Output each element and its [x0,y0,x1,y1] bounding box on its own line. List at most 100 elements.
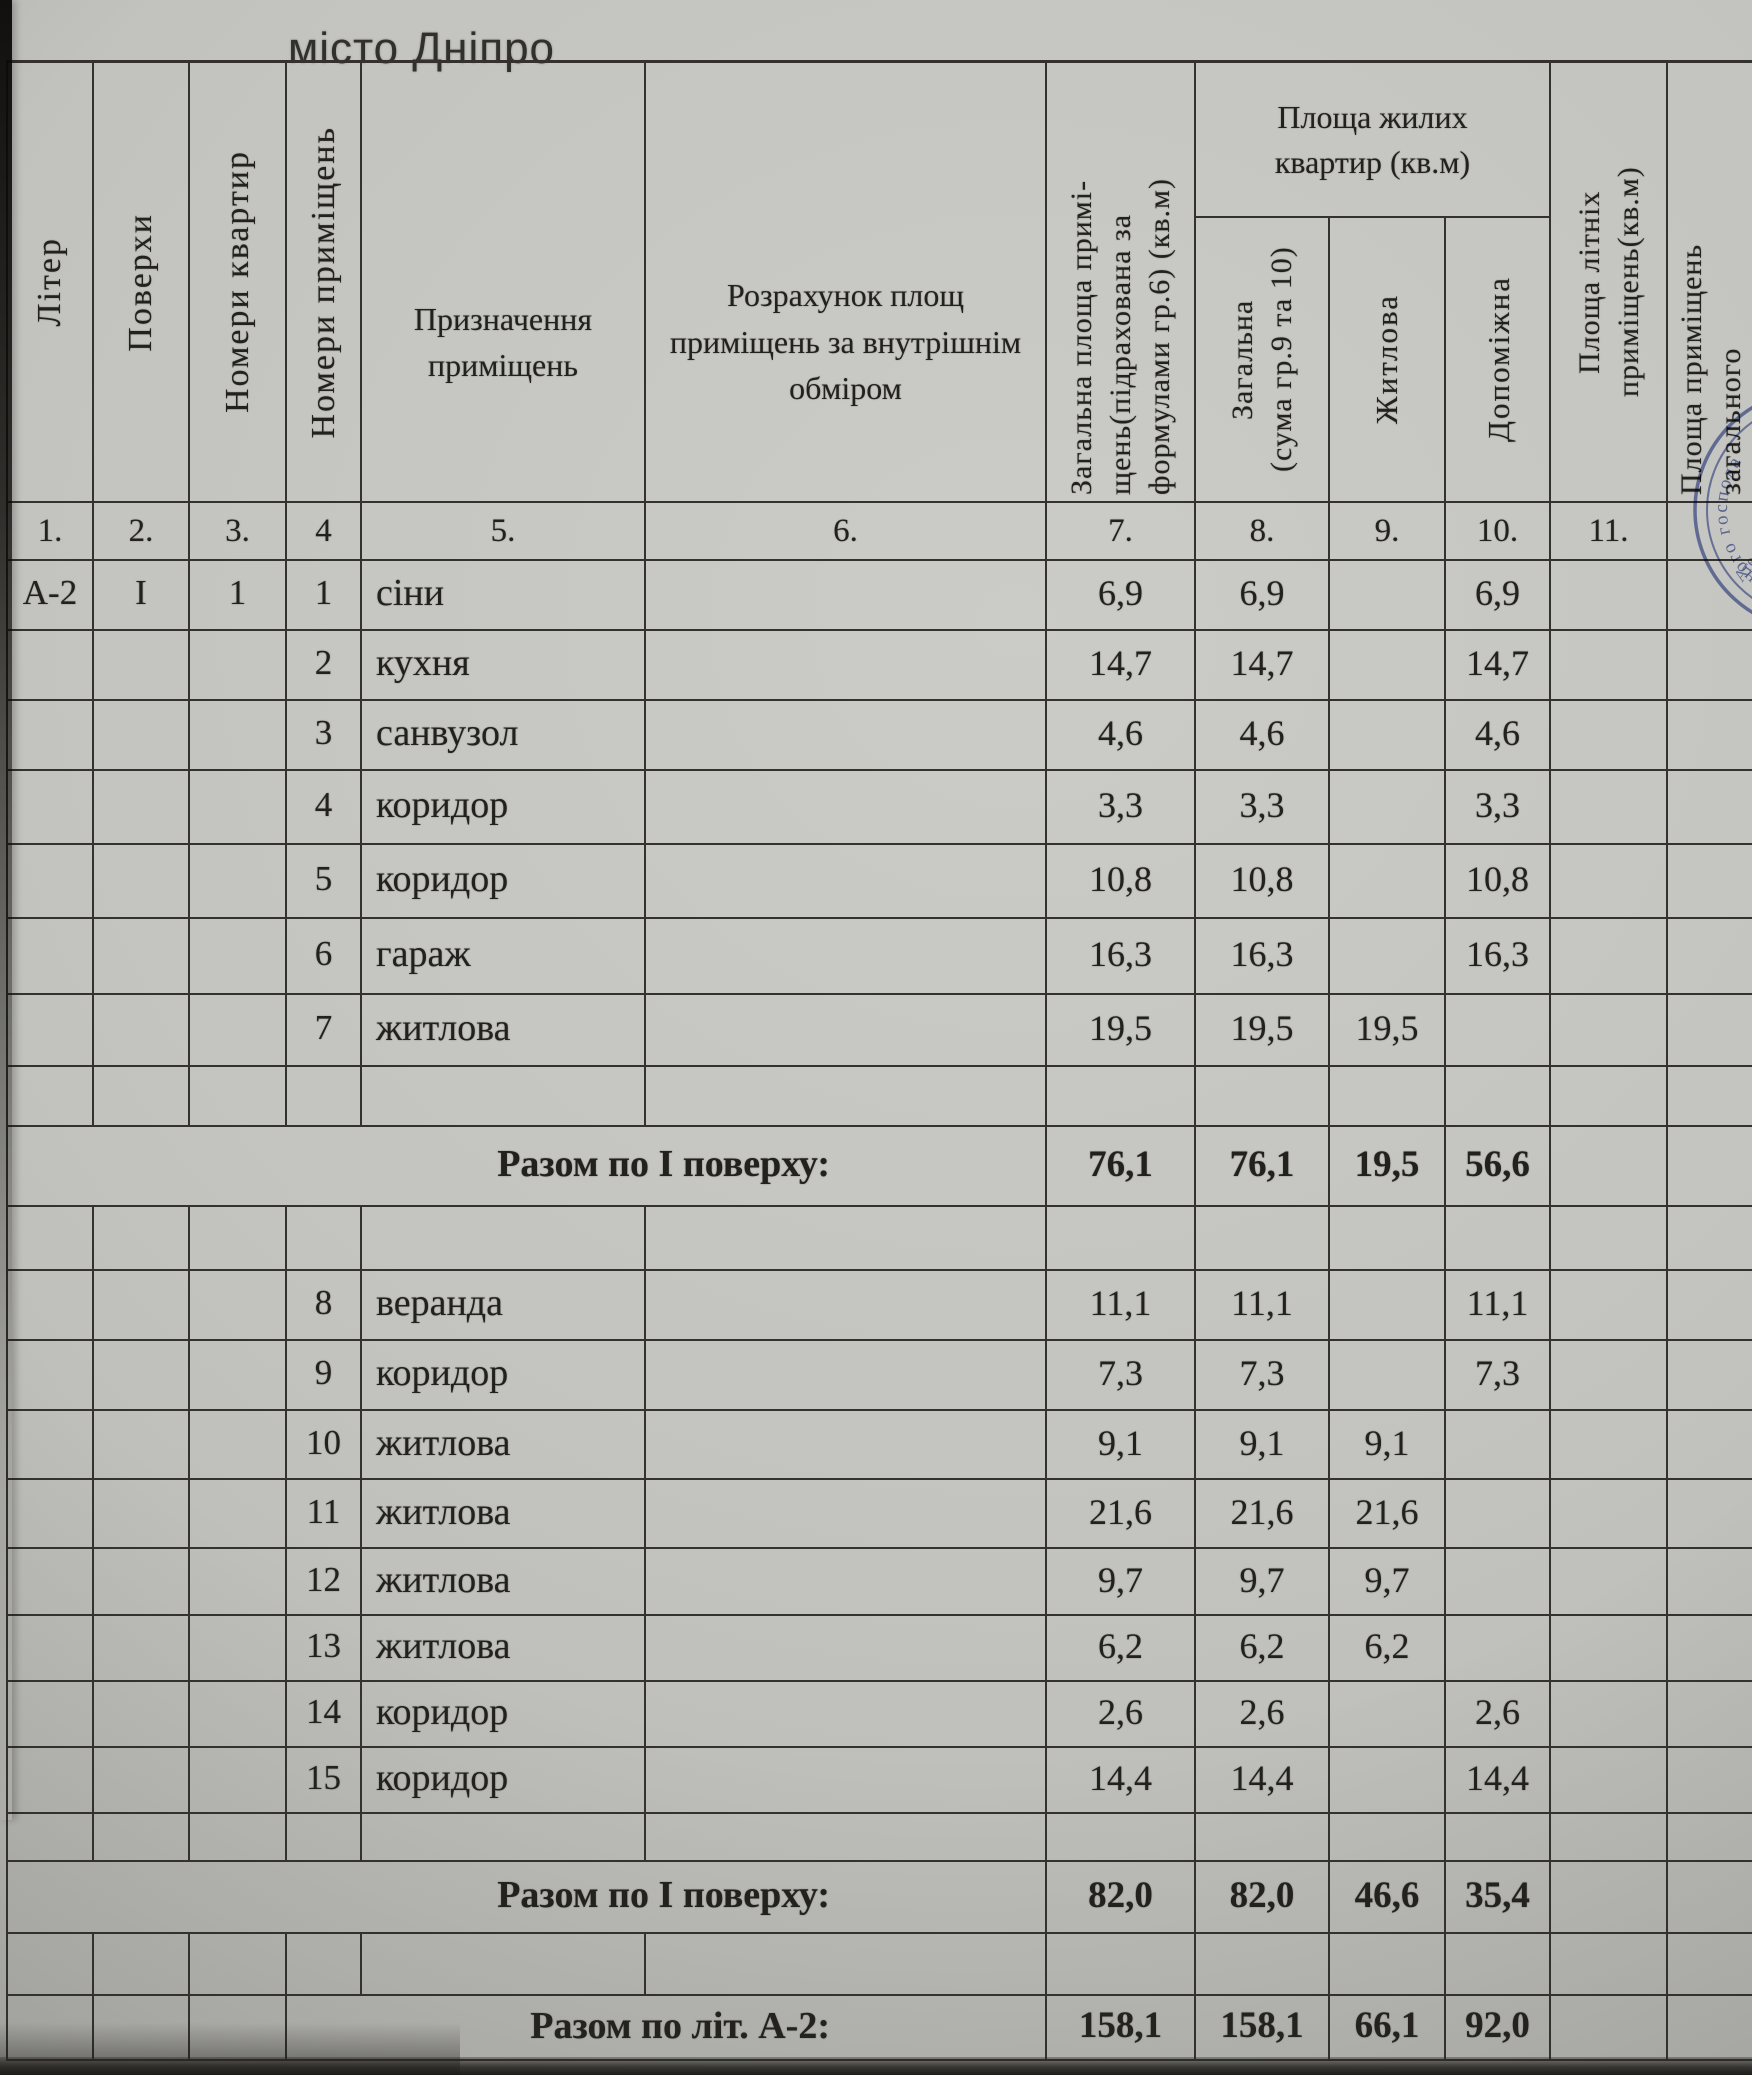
column-number: 7. [1047,503,1196,559]
living-value [1330,771,1446,843]
floor-cell [94,1549,190,1614]
spacer-cell [1047,1207,1196,1269]
spacer-cell [646,1207,1047,1269]
auxiliary-value [1446,1549,1551,1614]
spacer-cell [1668,1067,1752,1125]
apartment-total-value: 21,6 [1196,1480,1330,1547]
common-cell [1668,1616,1752,1680]
room-purpose: житлова [362,1480,646,1547]
auxiliary-value: 4,6 [1446,701,1551,769]
room-number: 9 [287,1341,362,1409]
column-number: 2. [94,503,190,559]
auxiliary-value: 35,4 [1446,1862,1551,1932]
spacer-cell [1551,1814,1668,1860]
header-liter-label: Літер [31,237,68,327]
room-purpose: коридор [362,1341,646,1409]
apt-cell [190,631,287,699]
living-value: 9,1 [1330,1411,1446,1478]
spacer-cell [190,1934,287,1994]
header-apartment-total-line1: Загальна [1226,299,1259,420]
living-value [1330,1341,1446,1409]
apt-cell [190,1748,287,1812]
common-cell [1668,1480,1752,1547]
apartment-total-value: 6,9 [1196,561,1330,629]
living-value: 19,5 [1330,1127,1446,1205]
total-area-value: 4,6 [1047,701,1196,769]
spacer-cell [1446,1814,1551,1860]
room-number: 7 [287,995,362,1065]
floor-cell [94,1616,190,1680]
spacer-cell [1330,1207,1446,1269]
room-purpose: житлова [362,995,646,1065]
summer-cell [1551,1411,1668,1478]
auxiliary-value [1446,1480,1551,1547]
header-apartment-total: Загальна (сума гр.9 та 10) [1196,218,1330,501]
summer-cell [1551,919,1668,993]
page-binding-shadow [0,0,12,1820]
total-area-value: 6,9 [1047,561,1196,629]
common-cell [1668,1682,1752,1746]
total-area-value: 19,5 [1047,995,1196,1065]
room-purpose: коридор [362,771,646,843]
living-value [1330,701,1446,769]
floor-cell [94,1996,190,2059]
total-area-value: 2,6 [1047,1682,1196,1746]
apt-cell [190,1549,287,1614]
floor-cell [94,631,190,699]
summer-cell [1551,1549,1668,1614]
spacer-cell [1668,1207,1752,1269]
room-purpose: гараж [362,919,646,993]
room-purpose: веранда [362,1271,646,1339]
calc-cell [646,561,1047,629]
total-area-value: 14,4 [1047,1748,1196,1812]
living-value: 6,2 [1330,1616,1446,1680]
auxiliary-value: 56,6 [1446,1127,1551,1205]
room-number: 4 [287,771,362,843]
header-living-label: Житлова [1369,294,1404,425]
spacer-row [8,1207,1752,1271]
table-row: 9 коридор 7,3 7,3 7,3 [8,1341,1752,1411]
table-row: А-2 І 1 1 сіни 6,9 6,9 6,9 [8,561,1752,631]
spacer-cell [190,1814,287,1860]
auxiliary-value [1446,1411,1551,1478]
room-purpose: житлова [362,1616,646,1680]
floor-cell [94,1682,190,1746]
room-purpose: сіни [362,561,646,629]
floor-cell: І [94,561,190,629]
apartment-total-value: 14,4 [1196,1748,1330,1812]
area-table: Літер Поверхи Номери квартир Номери прим… [6,60,1752,2061]
apt-cell [190,1411,287,1478]
spacer-cell [1668,1814,1752,1860]
living-value: 21,6 [1330,1480,1446,1547]
apartment-total-value: 10,8 [1196,845,1330,917]
common-cell [1668,701,1752,769]
floor-cell [94,1480,190,1547]
apartment-total-value: 11,1 [1196,1271,1330,1339]
table-row: 13 житлова 6,2 6,2 6,2 [8,1616,1752,1682]
column-number: 1. [8,503,94,559]
column-number: 5. [362,503,646,559]
apt-cell [190,701,287,769]
room-number: 12 [287,1549,362,1614]
table-row: 2 кухня 14,7 14,7 14,7 [8,631,1752,701]
table-header-row: Літер Поверхи Номери квартир Номери прим… [8,63,1752,503]
apartment-total-value: 82,0 [1196,1862,1330,1932]
header-floors: Поверхи [94,63,190,501]
total-area-value: 76,1 [1047,1127,1196,1205]
calc-cell [646,845,1047,917]
total-label: Разом по літ. А-2: [287,1996,1047,2059]
living-value: 19,5 [1330,995,1446,1065]
spacer-cell [1047,1814,1196,1860]
column-number: 9. [1330,503,1446,559]
header-summer-area-line1: Площа літніх [1572,190,1606,374]
common-cell [1668,1127,1752,1205]
header-apartment-numbers-label: Номери квартир [218,150,256,414]
spacer-cell [1551,1207,1668,1269]
auxiliary-value: 3,3 [1446,771,1551,843]
auxiliary-value: 6,9 [1446,561,1551,629]
spacer-cell [1196,1814,1330,1860]
living-value [1330,631,1446,699]
header-liter: Літер [8,63,94,501]
header-total-area-line1: Загальна площа примі- [1065,179,1098,495]
summer-cell [1551,1480,1668,1547]
